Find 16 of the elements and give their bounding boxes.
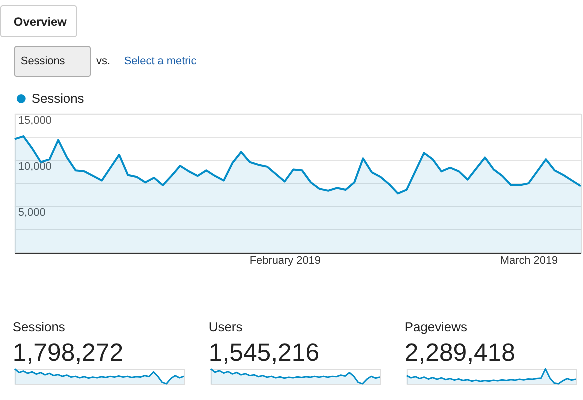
y-tick-label: 10,000: [18, 160, 52, 173]
x-tick-label: February 2019: [250, 255, 321, 268]
text: 2,289,418: [404, 339, 516, 368]
text: Sessions: [20, 56, 66, 68]
y-tick-label: 15,000: [18, 114, 52, 127]
chart-title: Pageviews: [404, 319, 468, 334]
text: Select a metric: [124, 56, 198, 68]
chart-title: Sessions: [12, 319, 66, 334]
y-tick-label: 5,000: [18, 207, 46, 220]
legend-label: Sessions: [32, 90, 84, 106]
text: 1,798,272: [12, 339, 124, 368]
text: 1,545,216: [208, 339, 320, 368]
text: vs.: [96, 56, 110, 68]
text: Overview: [14, 14, 68, 29]
chart-title: Users: [208, 319, 243, 334]
x-tick-label: March 2019: [500, 255, 558, 268]
